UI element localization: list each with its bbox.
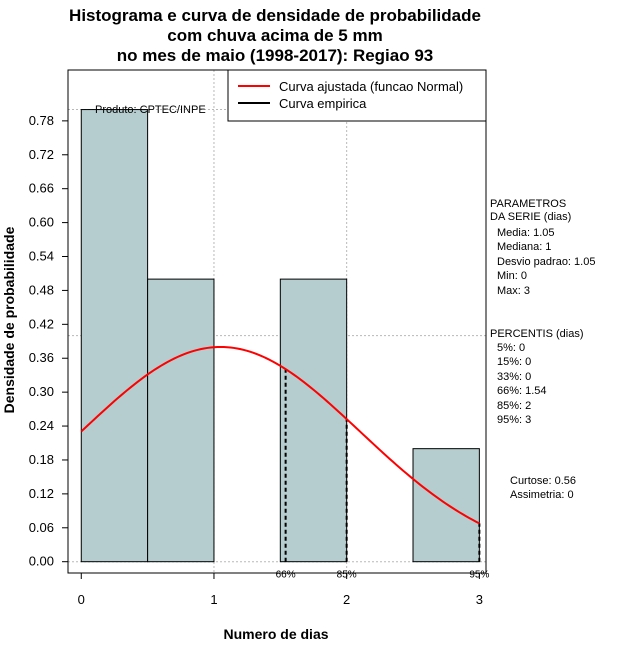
curtose: Curtose: 0.56 [510, 475, 576, 487]
title-line-2: com chuva acima de 5 mm [167, 26, 382, 45]
title-line-3: no mes de maio (1998-2017): Regiao 93 [117, 46, 434, 65]
axes: 0.00 0.06 0.12 0.18 0.24 0.30 0.36 0.42 0.48 0.54… [29, 113, 483, 607]
histogram-bar-5 [412, 448, 480, 563]
x-axis-title: Numero de dias [223, 626, 328, 642]
percentil-15: 15%: 0 [497, 356, 531, 368]
histogram-bar-3 [279, 278, 348, 563]
percentile-label-66: 66% [276, 570, 296, 581]
param-desvio: Desvio padrao: 1.05 [497, 256, 595, 268]
producer-note: Produto: CPTEC/INPE [95, 104, 206, 116]
x-tick-label-3: 3 [476, 592, 483, 607]
chart-title: Histograma e curva de densidade de proba… [69, 6, 481, 65]
percentil-66: 66%: 1.54 [497, 385, 547, 397]
histogram-bars [80, 109, 480, 563]
param-max: Max: 3 [497, 285, 530, 297]
percentil-85: 85%: 2 [497, 400, 531, 412]
histogram-bar-0 [80, 109, 149, 563]
y-tick-label-0: 0.00 [29, 554, 54, 569]
normal-curve-layer [80, 345, 480, 525]
legend-label-empirical: Curva empirica [279, 96, 367, 111]
param-media: Media: 1.05 [497, 227, 554, 239]
param-mediana: Mediana: 1 [497, 241, 551, 253]
legend-box [227, 69, 487, 122]
y-tick-label-5: 0.30 [29, 384, 54, 399]
y-tick-label-9: 0.54 [29, 249, 54, 264]
percentis-title: PERCENTIS (dias) [490, 328, 584, 340]
x-tick-label-2: 2 [343, 592, 350, 607]
y-tick-label-4: 0.24 [29, 418, 54, 433]
percentil-5: 5%: 0 [497, 342, 525, 354]
y-tick-label-3: 0.18 [29, 452, 54, 467]
legend: Curva ajustada (funcao Normal) Curva emp… [227, 69, 487, 122]
params-title-2: DA SERIE (dias) [490, 211, 571, 223]
y-tick-label-13: 0.78 [29, 113, 54, 128]
title-line-1: Histograma e curva de densidade de proba… [69, 6, 481, 25]
y-tick-label-2: 0.12 [29, 486, 54, 501]
percentil-33: 33%: 0 [497, 371, 531, 383]
param-min: Min: 0 [497, 270, 527, 282]
shape-stats-panel: Curtose: 0.56 Assimetria: 0 [510, 475, 576, 501]
series-parameters-panel: PARAMETROS DA SERIE (dias) Media: 1.05 M… [490, 198, 595, 297]
y-axis-title: Densidade de probabilidade [1, 226, 17, 413]
x-tick-label-0: 0 [78, 592, 85, 607]
y-tick-label-8: 0.48 [29, 282, 54, 297]
y-tick-label-11: 0.66 [29, 181, 54, 196]
histogram-bar-1 [147, 278, 215, 563]
x-tick-label-1: 1 [210, 592, 217, 607]
y-tick-label-12: 0.72 [29, 147, 54, 162]
percentiles-panel: PERCENTIS (dias) 5%: 0 15%: 0 33%: 0 66%… [490, 328, 584, 426]
assimetria: Assimetria: 0 [510, 489, 574, 501]
legend-label-fitted: Curva ajustada (funcao Normal) [279, 79, 463, 94]
y-tick-label-7: 0.42 [29, 316, 54, 331]
percentil-95: 95%: 3 [497, 414, 531, 426]
y-tick-label-1: 0.06 [29, 520, 54, 535]
y-tick-label-10: 0.60 [29, 215, 54, 230]
normal-fit-curve [80, 345, 480, 525]
params-title-1: PARAMETROS [490, 198, 566, 210]
y-tick-label-6: 0.36 [29, 350, 54, 365]
